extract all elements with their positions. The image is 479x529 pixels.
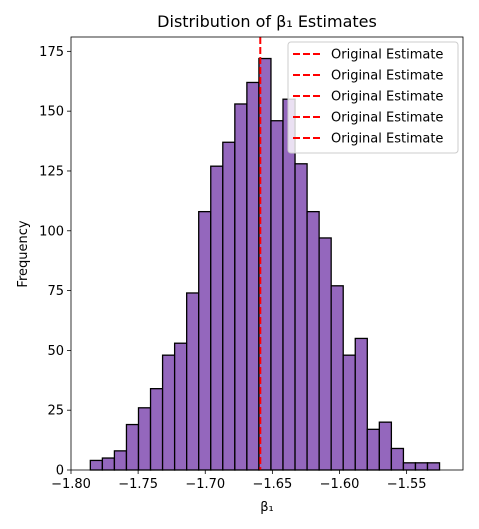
- y-axis-title: Frequency: [16, 220, 31, 287]
- legend-label: Original Estimate: [331, 69, 443, 84]
- x-tick-label: −1.60: [320, 477, 360, 492]
- x-tick-label: −1.65: [252, 477, 292, 492]
- histogram-bar: [390, 447, 405, 471]
- legend-label: Original Estimate: [331, 111, 443, 126]
- legend-label: Original Estimate: [331, 48, 443, 63]
- y-tick-label: 50: [47, 344, 64, 359]
- y-tick-label: 0: [56, 464, 64, 479]
- legend: Original Estimate Original Estimate Origin…: [287, 41, 459, 154]
- x-tick-label: −1.80: [51, 477, 91, 492]
- legend-label: Original Estimate: [331, 90, 443, 105]
- histogram-bar: [137, 407, 152, 471]
- histogram-bar: [306, 210, 320, 471]
- histogram-bar: [101, 457, 116, 471]
- histogram-bar: [426, 462, 441, 471]
- histogram-bar: [294, 163, 308, 471]
- histogram-bar: [198, 210, 212, 471]
- chart-title: Distribution of β₁ Estimates: [157, 12, 377, 31]
- y-tick-label: 125: [39, 164, 64, 179]
- histogram-bar: [161, 354, 176, 471]
- histogram-bar: [414, 462, 429, 471]
- histogram-bar: [149, 388, 164, 471]
- legend-label: Original Estimate: [331, 132, 443, 147]
- y-tick-label: 150: [39, 105, 64, 120]
- histogram-bar: [366, 428, 380, 471]
- histogram-bar: [125, 423, 140, 471]
- histogram-bar: [210, 165, 224, 471]
- y-tick-label: 175: [39, 45, 64, 60]
- histogram-bar: [222, 141, 236, 471]
- histogram-bar: [282, 98, 296, 471]
- histogram-bar: [342, 354, 356, 471]
- histogram-bar: [330, 285, 344, 471]
- y-axis: 0 25 50 75 100 125 150 175: [39, 45, 71, 479]
- histogram-bar: [234, 103, 248, 471]
- histogram-bar: [173, 342, 188, 471]
- histogram-bar: [318, 237, 332, 471]
- y-tick-label: 75: [47, 284, 64, 299]
- histogram-bar: [354, 337, 368, 471]
- histogram-bar: [113, 450, 128, 471]
- x-tick-label: −1.75: [118, 477, 158, 492]
- histogram-bar: [378, 421, 393, 471]
- x-tick-label: −1.70: [185, 477, 225, 492]
- histogram-bar: [186, 292, 200, 471]
- plot-frame: [70, 36, 464, 471]
- legend-box: [287, 41, 459, 154]
- y-tick-label: 25: [47, 404, 64, 419]
- histogram-bar: [270, 120, 284, 471]
- x-axis: −1.80 −1.75 −1.70 −1.65 −1.60 −1.55: [51, 470, 427, 492]
- histogram-bars: [89, 57, 441, 471]
- x-axis-title: β₁: [260, 500, 274, 515]
- histogram-bar: [89, 459, 104, 471]
- histogram-bar: [402, 462, 417, 471]
- histogram-bar: [246, 81, 260, 471]
- x-tick-label: −1.55: [387, 477, 427, 492]
- y-tick-label: 100: [39, 224, 64, 239]
